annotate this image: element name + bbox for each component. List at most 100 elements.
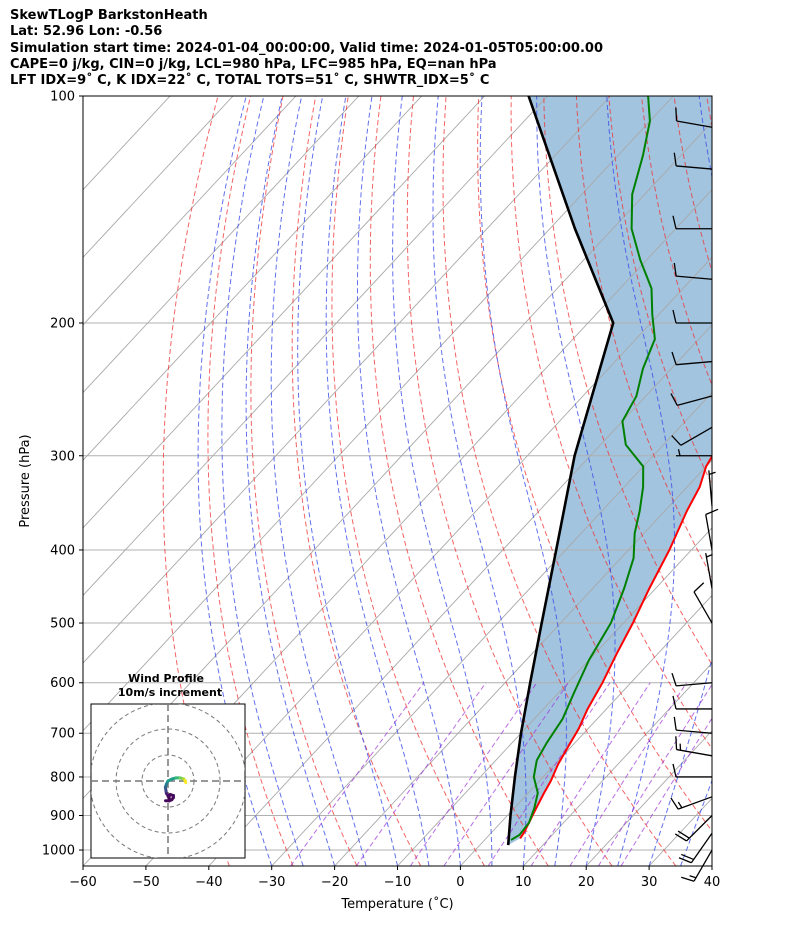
wind-barb [693, 582, 713, 624]
y-tick-label: 700 [50, 727, 75, 742]
barb-flag [671, 435, 682, 446]
hodograph-inset: Wind Profile 10m/s increment [90, 672, 246, 859]
isotherms [83, 96, 712, 866]
moist-adiabat [648, 96, 712, 866]
dry-adiabat [207, 96, 294, 866]
isotherm [145, 256, 712, 866]
wind-barb [671, 351, 713, 366]
wind-barb [673, 716, 713, 734]
barb-shaft [677, 395, 713, 407]
wind-barb [672, 215, 712, 230]
inset-subtitle: 10m/s increment [118, 686, 222, 699]
barb-shaft [690, 832, 713, 864]
dry-adiabat [406, 96, 613, 866]
mixing-ratio-line [530, 682, 651, 866]
hodograph-segment [166, 793, 172, 799]
x-tick-label: 20 [578, 875, 595, 890]
location-line: Lat: 52.96 Lon: -0.56 [10, 24, 163, 40]
y-tick-label: 500 [50, 617, 75, 632]
isotherm [83, 96, 548, 597]
y-tick-label: 800 [50, 770, 75, 785]
wind-barb [672, 309, 712, 324]
hodograph-plot [91, 704, 245, 858]
barb-flag [681, 876, 695, 882]
dry-adiabat [543, 96, 712, 666]
moist-adiabat [680, 778, 712, 866]
y-tick-label: 200 [50, 316, 75, 331]
barb-flag [675, 736, 678, 750]
barb-shaft [676, 682, 713, 687]
y-tick-label: 600 [50, 676, 75, 691]
y-tick-label: 100 [50, 90, 75, 105]
dry-adiabat [291, 96, 422, 866]
moist-adiabat [536, 96, 616, 866]
y-tick-label: 1000 [42, 844, 75, 859]
isotherm [83, 96, 297, 326]
x-tick-label: 30 [641, 875, 658, 890]
wind-barb [671, 426, 713, 446]
barb-half-flag [677, 801, 683, 809]
barb-flag [673, 716, 677, 731]
moist-adiabat [297, 96, 398, 866]
wind-barb [675, 736, 713, 757]
isotherm [208, 324, 712, 866]
wind-barb [672, 763, 712, 778]
moist-adiabat [357, 96, 461, 866]
barb-flag [675, 107, 678, 121]
x-tick-label: −10 [384, 875, 411, 890]
isotherm [522, 662, 712, 866]
isotherm [271, 391, 712, 866]
x-tick-label: 0 [456, 875, 464, 890]
barb-shaft [680, 426, 713, 446]
moist-adiabat [245, 96, 336, 866]
x-tick-label: −50 [132, 875, 159, 890]
cape-cin-shading [508, 96, 712, 846]
barb-shaft [677, 796, 713, 810]
moist-adiabat [606, 96, 676, 866]
isotherm [585, 730, 712, 866]
barb-flag [672, 763, 677, 778]
isotherm [83, 96, 234, 258]
dry-adiabat [772, 96, 794, 866]
barb-flag [673, 262, 677, 277]
barb-shaft [676, 120, 713, 128]
isotherm [83, 96, 611, 664]
dry-adiabats [162, 96, 794, 866]
x-tick-label: −20 [321, 875, 348, 890]
moist-adiabat [197, 96, 273, 866]
barb-shaft [693, 591, 713, 624]
moist-adiabat [270, 96, 367, 866]
parcel-profile-line [506, 96, 615, 846]
x-axis-ticks: −60 −50 −40 −30 −20 −10 0 10 20 30 40 [69, 866, 720, 890]
y-tick-label: 300 [50, 449, 75, 464]
mixing-ratio-lines [290, 682, 712, 866]
wind-barb [673, 152, 713, 170]
barb-half-flag [689, 875, 697, 879]
wind-barbs [670, 107, 719, 882]
dry-adiabat [739, 96, 794, 866]
dry-adiabat [477, 96, 712, 832]
isotherm [83, 96, 423, 461]
barb-flag [672, 309, 677, 324]
isotherm [460, 594, 712, 866]
dry-adiabat [510, 96, 712, 750]
y-axis-label: Pressure (hPa) [18, 434, 33, 527]
moist-adiabat [221, 96, 304, 866]
chart-title: SkewTLogP BarkstonHeath [10, 8, 208, 23]
moist-adiabat [432, 96, 527, 866]
moist-adiabats [197, 96, 712, 866]
barb-flag [672, 215, 677, 229]
isotherm [397, 527, 712, 866]
hodograph-segment [183, 778, 188, 785]
mixing-ratio-line [355, 682, 487, 866]
wind-barb [670, 796, 713, 810]
barb-half-flag [677, 449, 681, 456]
index-line: LFT IDX=9˚ C, K IDX=22˚ C, TOTAL TOTS=51… [10, 73, 490, 89]
barb-shaft [676, 748, 713, 757]
y-tick-label: 900 [50, 809, 75, 824]
dry-adiabat [608, 96, 712, 487]
isotherm [711, 865, 712, 866]
barb-flag [671, 672, 677, 687]
wind-barb [671, 672, 713, 687]
